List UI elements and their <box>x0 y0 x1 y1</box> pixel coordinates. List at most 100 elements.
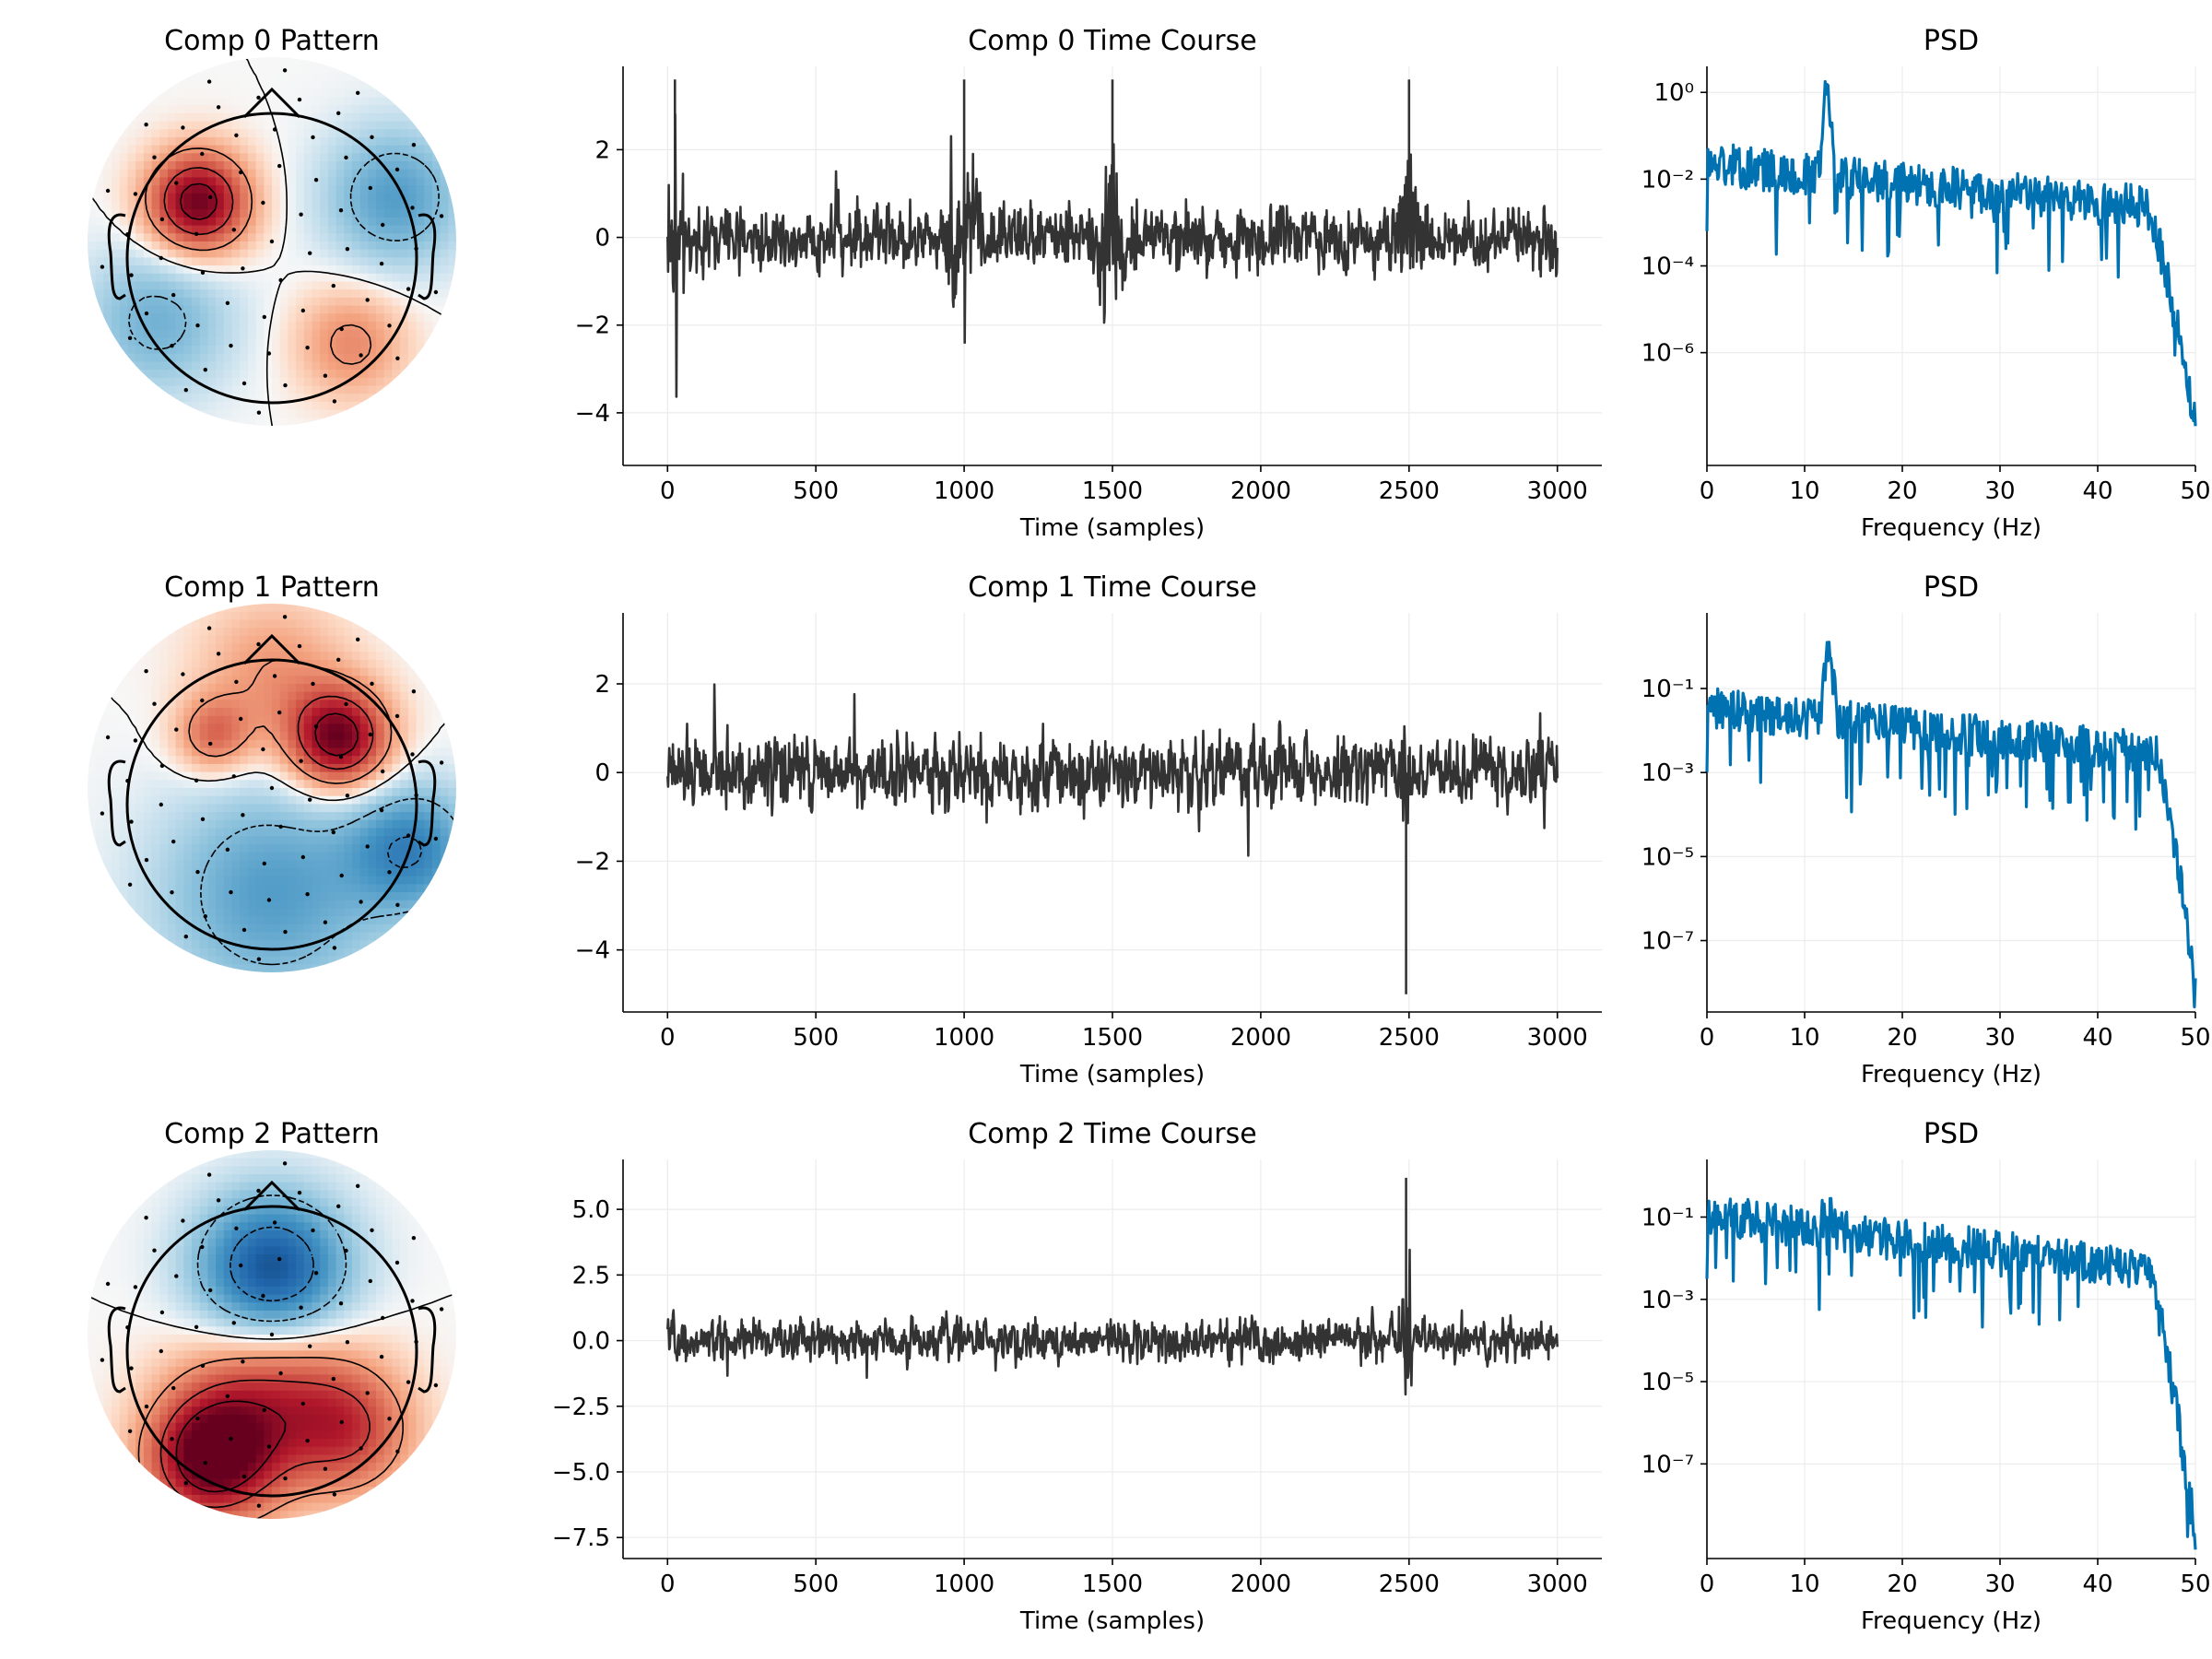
x-tick-label: 3000 <box>1527 1571 1588 1598</box>
y-tick-label: 2 <box>594 136 610 164</box>
time-course-title: Comp 0 Time Course <box>968 25 1256 57</box>
y-tick-label: −2.5 <box>552 1394 610 1421</box>
y-ticks: 10⁻¹ 10⁻³ 10⁻⁵ 10⁻⁷ <box>1641 1204 1707 1478</box>
topomap-panel-2: Comp 2 Pattern <box>88 1118 456 1519</box>
time-course-trace <box>666 79 1559 398</box>
y-tick-label: −4 <box>575 400 610 428</box>
head-outline <box>125 1205 418 1498</box>
y-tick-label: 2 <box>594 671 610 699</box>
time-course-title: Comp 1 Time Course <box>968 571 1256 604</box>
y-tick-label: 0.0 <box>572 1328 610 1356</box>
y-ticks: 5.0 2.5 0.0 −2.5 −5.0 −7.5 <box>552 1196 623 1552</box>
right-ear <box>418 213 437 300</box>
pattern-title: Comp 0 Pattern <box>164 25 380 57</box>
x-tick-label: 1000 <box>934 1571 994 1598</box>
psd-panel-1: 0 10 20 30 40 50 10⁻¹ 10⁻³ 10⁻⁵ 10⁻⁷ Frequency (Hz… <box>1641 571 2211 1088</box>
x-tick-label: 50 <box>2180 1024 2210 1052</box>
x-tick-label: 1500 <box>1082 477 1143 505</box>
x-tick-label: 2500 <box>1379 1024 1440 1052</box>
head-outline <box>125 658 418 951</box>
y-tick-label: 10⁻⁴ <box>1641 253 1694 281</box>
time-course-trace <box>666 683 1559 994</box>
y-tick-label: 0 <box>594 759 610 787</box>
y-tick-label: 10⁻⁵ <box>1641 1369 1694 1396</box>
right-ear <box>418 759 437 847</box>
y-tick-label: 10⁻⁶ <box>1641 340 1694 368</box>
y-tick-label: 10⁻¹ <box>1641 1204 1694 1231</box>
psd-title: PSD <box>1924 25 1979 57</box>
x-tick-label: 0 <box>660 477 676 505</box>
x-ticks: 0 10 20 30 40 50 <box>1700 1559 2211 1598</box>
psd-trace <box>1705 79 2197 427</box>
x-tick-label: 2500 <box>1379 1571 1440 1598</box>
x-tick-label: 40 <box>2082 1571 2112 1598</box>
psd-panel-2: 0 10 20 30 40 50 10⁻¹ 10⁻³ 10⁻⁵ 10⁻⁷ Frequency (Hz… <box>1641 1118 2211 1635</box>
x-tick-label: 40 <box>2082 1024 2112 1052</box>
x-tick-label: 1000 <box>934 1024 994 1052</box>
x-tick-label: 0 <box>1700 477 1715 505</box>
y-ticks: 2 0 −2 −4 <box>575 136 623 428</box>
x-tick-label: 0 <box>1700 1571 1715 1598</box>
x-tick-label: 40 <box>2082 477 2112 505</box>
right-ear <box>418 1306 437 1394</box>
x-tick-label: 20 <box>1887 1571 1917 1598</box>
y-tick-label: 2.5 <box>572 1262 610 1289</box>
x-tick-label: 500 <box>793 1024 839 1052</box>
grid <box>623 613 1602 1012</box>
sensor-markers <box>100 615 444 961</box>
nose <box>242 87 301 119</box>
y-tick-label: 5.0 <box>572 1196 610 1224</box>
x-tick-label: 1500 <box>1082 1024 1143 1052</box>
pattern-title: Comp 2 Pattern <box>164 1118 380 1150</box>
x-tick-label: 30 <box>1984 477 2015 505</box>
x-tick-label: 1500 <box>1082 1571 1143 1598</box>
x-tick-label: 0 <box>660 1024 676 1052</box>
x-axis-label: Time (samples) <box>1019 1607 1205 1635</box>
x-ticks: 0 500 1000 1500 2000 2500 3000 <box>660 465 1588 505</box>
left-ear <box>107 213 126 300</box>
x-ticks: 0 10 20 30 40 50 <box>1700 465 2211 505</box>
x-ticks: 0 10 20 30 40 50 <box>1700 1012 2211 1052</box>
time-course-panel-1: 0 500 1000 1500 2000 2500 3000 2 0 −2 −4 Time (samp… <box>575 571 1602 1088</box>
y-ticks: 2 0 −2 −4 <box>575 671 623 965</box>
y-tick-label: 10⁻³ <box>1641 759 1694 787</box>
x-tick-label: 3000 <box>1527 1024 1588 1052</box>
x-tick-label: 0 <box>1700 1024 1715 1052</box>
psd-title: PSD <box>1924 571 1979 604</box>
y-tick-label: 10⁻³ <box>1641 1287 1694 1314</box>
y-tick-label: 10⁻⁷ <box>1641 928 1694 956</box>
y-ticks: 10⁰ 10⁻² 10⁻⁴ 10⁻⁶ <box>1641 79 1707 368</box>
x-axis-label: Frequency (Hz) <box>1861 1061 2041 1088</box>
psd-trace <box>1705 641 2197 1009</box>
x-tick-label: 0 <box>660 1571 676 1598</box>
sensor-markers <box>100 68 444 415</box>
y-tick-label: −7.5 <box>552 1524 610 1552</box>
head-outline <box>125 112 418 405</box>
y-ticks: 10⁻¹ 10⁻³ 10⁻⁵ 10⁻⁷ <box>1641 676 1707 956</box>
y-tick-label: 10⁰ <box>1653 79 1694 107</box>
x-tick-label: 20 <box>1887 477 1917 505</box>
grid <box>1706 613 2196 1012</box>
x-tick-label: 50 <box>2180 1571 2210 1598</box>
x-tick-label: 500 <box>793 1571 839 1598</box>
x-tick-label: 10 <box>1789 1571 1819 1598</box>
x-ticks: 0 500 1000 1500 2000 2500 3000 <box>660 1559 1588 1598</box>
y-tick-label: −4 <box>575 937 610 965</box>
topomap-panel-1: Comp 1 Pattern <box>88 571 456 972</box>
time-course-panel-2: 0 500 1000 1500 2000 2500 3000 5.0 2.5 0.0 −2.5 −5.… <box>552 1118 1602 1635</box>
y-tick-label: −2 <box>575 312 610 340</box>
x-axis-label: Frequency (Hz) <box>1861 514 2041 542</box>
topomap-panel-0: Comp 0 Pattern <box>88 25 456 426</box>
y-tick-label: −5.0 <box>552 1459 610 1487</box>
left-ear <box>107 759 126 847</box>
time-course-title: Comp 2 Time Course <box>968 1118 1256 1150</box>
time-course-trace <box>666 1177 1559 1396</box>
y-tick-label: 10⁻² <box>1641 166 1694 194</box>
y-tick-label: 10⁻⁷ <box>1641 1451 1694 1478</box>
sensor-markers <box>100 1161 444 1508</box>
x-axis-label: Time (samples) <box>1019 514 1205 542</box>
psd-title: PSD <box>1924 1118 1979 1150</box>
pattern-title: Comp 1 Pattern <box>164 571 380 604</box>
time-course-panel-0: 0 500 1000 1500 2000 2500 3000 2 0 −2 −4 Time (samp… <box>575 25 1602 542</box>
